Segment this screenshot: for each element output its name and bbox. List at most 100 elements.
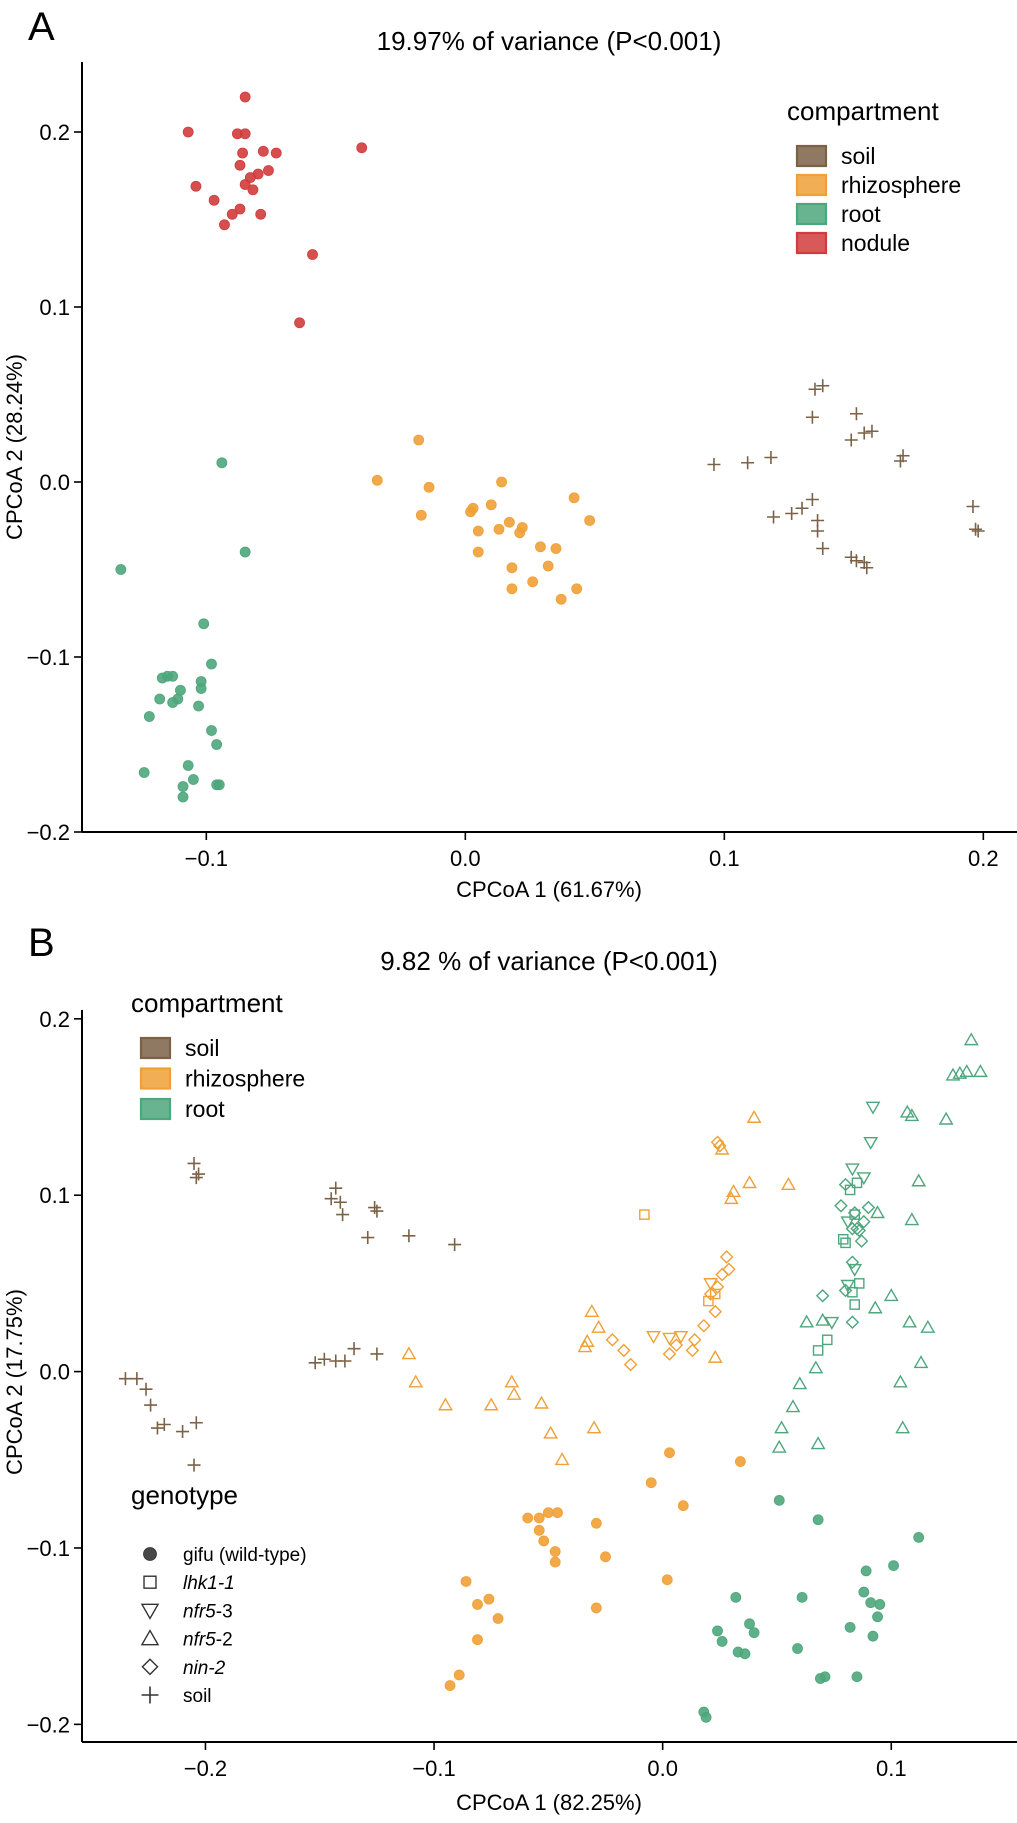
- point-rhizosphere-lhk1-1: [639, 1209, 650, 1220]
- point-rhizosphere-nfr5-2: [483, 1397, 499, 1411]
- point-rhizosphere: [472, 546, 484, 558]
- point-soil: [139, 1382, 153, 1396]
- point-soil: [844, 433, 858, 447]
- point-soil: [816, 542, 830, 555]
- x-tick-label-b: 0.1: [876, 1756, 907, 1781]
- point-root-nfr5-2: [952, 1065, 968, 1079]
- point-soil: [361, 1231, 375, 1245]
- point-soil: [189, 1171, 203, 1185]
- point-root-nin-2: [847, 1206, 862, 1220]
- y-tick-label-a: 0.1: [39, 295, 70, 320]
- point-soil: [844, 550, 858, 564]
- point-rhizosphere: [568, 492, 580, 504]
- point-rhizosphere: [485, 499, 497, 511]
- series-rhizosphere-nin-2-b: [605, 1135, 736, 1372]
- point-soil: [785, 507, 799, 520]
- y-tick-label-a: −0.2: [27, 820, 70, 845]
- legend-key-lhk1-1: [143, 1575, 157, 1589]
- point-root-gifu-wild-type: [851, 1671, 863, 1683]
- series-rhizosphere-nfr5-2-b: [401, 1109, 796, 1466]
- point-rhizosphere-nin-2: [687, 1333, 702, 1347]
- point-soil: [896, 449, 910, 463]
- point-root: [239, 546, 251, 558]
- point-root-gifu-wild-type: [913, 1531, 925, 1543]
- point-root-nfr5-2: [913, 1355, 929, 1369]
- series-soil-b: [118, 1156, 462, 1472]
- legend-key-soil: [141, 1686, 159, 1704]
- point-root-gifu-wild-type: [844, 1621, 856, 1633]
- point-rhizosphere-nin-2: [715, 1267, 729, 1282]
- point-soil: [865, 424, 879, 438]
- point-soil: [808, 382, 822, 396]
- point-rhizosphere: [472, 525, 484, 537]
- point-rhizosphere: [555, 593, 567, 605]
- point-rhizosphere-nin-2: [662, 1347, 677, 1361]
- legend-genotype-b: genotype gifu (wild-type) lhk1-1 nfr5-3 nfr5…: [131, 1480, 307, 1707]
- point-rhizosphere-gifu-wild-type: [453, 1669, 465, 1681]
- point-soil: [368, 1201, 382, 1215]
- point-root-gifu-wild-type: [867, 1630, 879, 1642]
- shape-legend-title: genotype: [131, 1480, 238, 1510]
- point-soil: [317, 1352, 331, 1366]
- point-root: [154, 693, 166, 705]
- series-root-nin-2-b: [815, 1177, 876, 1329]
- point-rhizosphere: [506, 562, 518, 574]
- marks-a: [115, 91, 985, 803]
- x-tick-label-a: 0.2: [968, 846, 999, 871]
- point-root-nin-2: [857, 1214, 871, 1229]
- point-soil: [189, 1416, 203, 1430]
- point-soil: [741, 456, 755, 470]
- point-rhizosphere-nfr5-2: [534, 1395, 549, 1409]
- point-soil: [966, 500, 980, 513]
- shape-legend-label-nin-2: nin-2: [183, 1658, 226, 1679]
- point-soil: [192, 1167, 206, 1181]
- y-tick-label-a: 0.0: [39, 470, 70, 495]
- legend-swatch-soil: [795, 144, 828, 168]
- point-rhizosphere-nin-2: [719, 1250, 734, 1264]
- point-soil: [176, 1425, 190, 1439]
- point-root-nfr5-2: [902, 1314, 917, 1328]
- point-rhizosphere-gifu-wild-type: [677, 1500, 689, 1512]
- point-rhizosphere-gifu-wild-type: [533, 1512, 545, 1524]
- point-rhizosphere-nin-2: [713, 1139, 727, 1153]
- series-soil-a: [707, 379, 985, 575]
- point-root-nin-2: [845, 1255, 860, 1270]
- point-root: [206, 658, 217, 670]
- y-tick-label-b: −0.1: [27, 1536, 70, 1561]
- legend-compartment-a: compartment soil rhizosphere root nodule: [787, 96, 961, 256]
- point-nodule: [239, 91, 251, 103]
- series-root-nfr5-2-b: [771, 1032, 988, 1453]
- point-nodule: [237, 147, 248, 159]
- point-rhizosphere-gifu-wild-type: [460, 1576, 472, 1587]
- point-root-nin-2: [850, 1221, 864, 1236]
- point-rhizosphere-nfr5-3: [646, 1330, 661, 1344]
- point-rhizosphere-nfr5-2: [591, 1319, 607, 1333]
- point-nodule: [234, 203, 246, 215]
- point-rhizosphere-gifu-wild-type: [664, 1447, 675, 1459]
- y-tick-label-b: 0.1: [39, 1183, 70, 1208]
- point-rhizosphere-nin-2: [605, 1333, 620, 1347]
- panel-letter-b: B: [28, 921, 55, 965]
- point-root: [138, 767, 150, 778]
- legend-key-nin-2: [141, 1658, 159, 1676]
- point-root-gifu-wild-type: [773, 1494, 785, 1506]
- point-rhizosphere: [496, 476, 507, 488]
- point-root: [187, 774, 199, 785]
- panel-a: A 19.97% of variance (P<0.001) −0.1 0.0 0.…: [2, 5, 1017, 902]
- point-nodule: [190, 180, 202, 192]
- point-root: [211, 739, 223, 750]
- point-root-gifu-wild-type: [792, 1643, 803, 1654]
- chart-title-a: 19.97% of variance (P<0.001): [377, 26, 722, 56]
- x-axis-label-b: CPCoA 1 (82.25%): [456, 1790, 642, 1815]
- point-soil: [811, 524, 825, 538]
- point-root-gifu-wild-type: [888, 1560, 899, 1572]
- point-soil: [329, 1181, 343, 1195]
- point-rhizosphere-nfr5-2: [506, 1386, 522, 1400]
- point-rhizosphere: [506, 583, 518, 595]
- x-tick-label-a: 0.1: [709, 846, 740, 871]
- point-rhizosphere-gifu-wild-type: [549, 1546, 561, 1557]
- point-rhizosphere-gifu-wild-type: [472, 1599, 483, 1610]
- point-soil: [187, 1458, 201, 1472]
- point-nodule: [294, 317, 305, 329]
- point-rhizosphere-nfr5-2: [401, 1346, 417, 1360]
